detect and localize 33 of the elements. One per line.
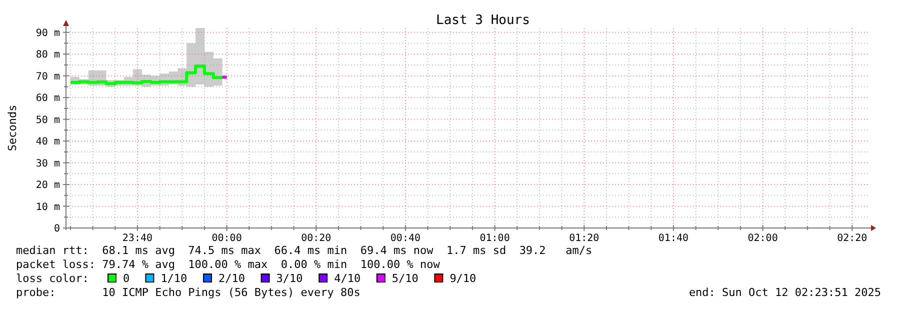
y-tick-label: 90 m — [36, 28, 60, 39]
chart-title: Last 3 Hours — [436, 13, 530, 28]
y-tick-label: 70 m — [36, 71, 60, 82]
y-tick-label: 50 m — [36, 114, 60, 126]
text: packet loss: 79.74 % avg 100.00 % max 0.00 % min 100.00 % now — [16, 258, 440, 271]
y-tick-label: 0 — [54, 224, 60, 234]
legend-label: 5/10 — [392, 272, 418, 285]
x-tick-label: 00:00 — [212, 233, 242, 244]
legend-label: 9/10 — [450, 272, 476, 285]
legend-title: loss color: — [16, 272, 89, 285]
legend-label: 3/10 — [276, 272, 303, 285]
x-tick-label: 23:40 — [122, 233, 153, 244]
legend-label: 1/10 — [160, 272, 188, 285]
y-tick-label: 60 m — [36, 93, 60, 104]
y-tick-label: 30 m — [36, 158, 60, 170]
x-tick-label: 01:40 — [658, 233, 689, 244]
x-tick-label: 02:00 — [748, 233, 778, 244]
legend-label: 0 — [123, 272, 130, 285]
y-axis-title: Seconds — [6, 104, 19, 152]
y-tick-label: 20 m — [36, 180, 60, 192]
y-tick-label: 10 m — [36, 202, 60, 213]
legend-label: 2/10 — [218, 272, 245, 285]
text: median rtt: 68.1 ms avg 74.5 ms max 66.4 ms min 69.4 ms now 1.7 ms sd 39.2 am/s — [16, 244, 592, 257]
x-tick-label: 02:20 — [837, 233, 868, 244]
y-tick-label: 40 m — [36, 136, 60, 148]
x-tick-label: 01:00 — [480, 233, 510, 244]
text: probe: 10 ICMP Echo Pings (56 Bytes) every 80s — [16, 286, 360, 299]
x-tick-label: 00:40 — [390, 233, 421, 244]
x-tick-label: 01:20 — [569, 233, 600, 244]
y-tick-label: 80 m — [36, 50, 60, 61]
x-tick-label: 00:20 — [301, 233, 332, 244]
legend-label: 4/10 — [334, 272, 361, 285]
text: end: Sun Oct 12 02:23:51 2025 — [688, 286, 881, 299]
